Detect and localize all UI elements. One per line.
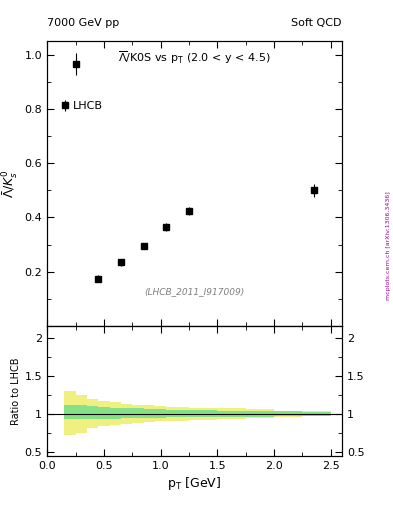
Text: 7000 GeV pp: 7000 GeV pp [47, 18, 119, 28]
Legend: LHCB: LHCB [57, 97, 108, 116]
Y-axis label: Ratio to LHCB: Ratio to LHCB [11, 357, 20, 424]
Text: $\overline{\Lambda}$/K0S vs p$_\mathrm{T}$ (2.0 < y < 4.5): $\overline{\Lambda}$/K0S vs p$_\mathrm{T… [118, 50, 271, 66]
Text: (LHCB_2011_I917009): (LHCB_2011_I917009) [144, 287, 245, 296]
Text: Soft QCD: Soft QCD [292, 18, 342, 28]
X-axis label: p$_\mathrm{T}$ [GeV]: p$_\mathrm{T}$ [GeV] [167, 475, 222, 492]
Y-axis label: $\bar{\Lambda}/K_s^0$: $\bar{\Lambda}/K_s^0$ [1, 169, 20, 198]
Text: mcplots.cern.ch [arXiv:1306.3436]: mcplots.cern.ch [arXiv:1306.3436] [386, 191, 391, 300]
